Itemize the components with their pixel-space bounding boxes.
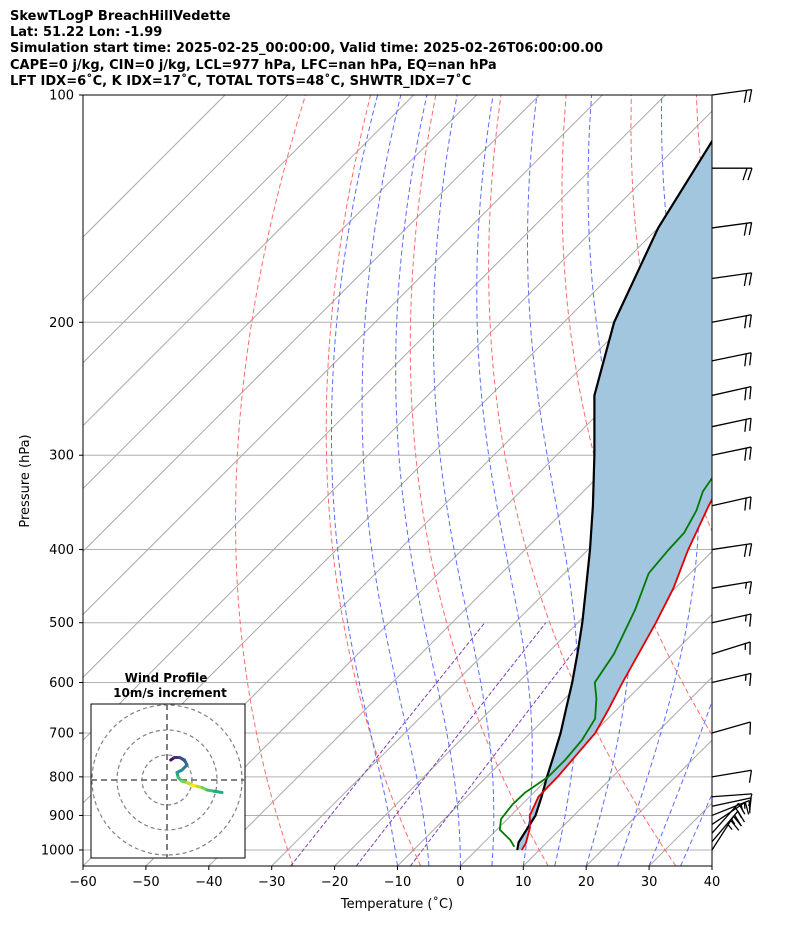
moist-adiabat <box>527 95 579 866</box>
parcel-profile-line <box>516 139 712 851</box>
isotherm <box>522 676 712 866</box>
x-tick-label: 30 <box>641 875 658 890</box>
dry-adiabat <box>488 95 677 866</box>
cape-line: CAPE=0 j/kg, CIN=0 j/kg, LCL=977 hPa, LF… <box>10 57 497 73</box>
mixing-ratio-line <box>290 622 486 866</box>
wind-barb <box>711 446 752 461</box>
location-line: Lat: 51.22 Lon: -1.99 <box>10 25 163 41</box>
y-tick-label: 500 <box>49 616 74 631</box>
wind-barb <box>711 801 750 825</box>
wind-barb <box>711 88 753 103</box>
y-tick-label: 300 <box>49 449 74 464</box>
chart-header: SkewTLogP BreachHillVedette Lat: 51.22 L… <box>10 9 603 90</box>
x-tick-label: −60 <box>69 875 96 890</box>
moist-adiabat <box>395 95 461 866</box>
wind-barb <box>711 793 753 807</box>
x-tick-label: 40 <box>704 875 721 890</box>
profile-curves <box>498 139 712 851</box>
isotherm <box>585 739 712 866</box>
mixing-ratio-line <box>409 622 597 866</box>
x-tick-label: 20 <box>578 875 595 890</box>
wind-barb <box>711 815 743 851</box>
hodograph-subtitle: 10m/s increment <box>113 686 227 700</box>
wind-barb <box>711 802 746 834</box>
dewpoint-line <box>498 476 712 848</box>
wind-barb <box>711 417 752 432</box>
x-axis-label: Temperature (˚C) <box>340 896 453 912</box>
shaded-area <box>517 141 712 850</box>
wind-barb <box>711 221 753 236</box>
y-tick-label: 100 <box>49 89 74 104</box>
moist-adiabat <box>711 864 712 866</box>
wind-barb <box>711 672 752 687</box>
wind-barb <box>711 721 752 735</box>
moist-adiabat <box>680 793 712 866</box>
wind-barb <box>712 167 753 181</box>
isotherm <box>83 95 666 679</box>
wind-barb <box>711 580 753 595</box>
isotherm <box>83 95 415 427</box>
cin-shading <box>517 141 712 850</box>
moist-adiabat <box>361 95 430 866</box>
y-axis-label: Pressure (hPa) <box>18 434 33 527</box>
x-tick-label: 10 <box>515 875 532 890</box>
y-tick-label: 400 <box>49 543 74 558</box>
y-tick-label: 700 <box>49 727 74 742</box>
dry-adiabat <box>325 95 422 866</box>
x-tick-label: −30 <box>258 875 285 890</box>
y-tick-label: 600 <box>49 676 74 691</box>
isotherm <box>83 95 540 553</box>
x-tick-label: −20 <box>321 875 348 890</box>
dry-adiabat <box>561 95 712 736</box>
wind-barb <box>711 385 752 401</box>
wind-barb <box>711 769 753 783</box>
isotherm <box>648 802 712 866</box>
isotherm <box>711 865 712 866</box>
moist-adiabat <box>648 699 712 866</box>
moist-adiabat <box>617 95 700 866</box>
moist-adiabat <box>331 95 398 866</box>
hodograph-title: Wind Profile <box>125 671 208 685</box>
time-line: Simulation start time: 2025-02-25_00:00:… <box>10 41 603 57</box>
isotherm <box>775 95 794 866</box>
chart-title: SkewTLogP BreachHillVedette <box>10 9 231 24</box>
wind-barb <box>711 272 753 287</box>
wind-barbs <box>711 88 753 851</box>
wind-barb <box>711 496 752 511</box>
isotherm <box>334 487 712 866</box>
wind-barb <box>711 542 753 557</box>
axes: −60 −50 −40 −30 −20 −10 0 10 20 30 40 100 200 300 400 5… <box>41 89 720 891</box>
isotherm <box>271 424 712 866</box>
wind-barb <box>711 613 752 627</box>
hodograph-inset: Wind Profile 10m/s increment <box>90 671 246 859</box>
index-line: LFT IDX=6˚C, K IDX=17˚C, TOTAL TOTS=48˚C… <box>10 73 472 89</box>
x-tick-label: −50 <box>132 875 159 890</box>
x-tick-label: −10 <box>384 875 411 890</box>
x-tick-label: 0 <box>456 875 464 890</box>
moist-adiabat <box>432 95 495 866</box>
wind-barb <box>711 314 752 329</box>
y-tick-label: 800 <box>49 770 74 785</box>
mixing-ratio-line <box>355 622 547 866</box>
dry-adiabat <box>762 95 794 866</box>
isotherm <box>83 110 712 741</box>
isotherm <box>83 95 603 616</box>
isotherm <box>83 173 712 804</box>
y-tick-label: 900 <box>49 809 74 824</box>
y-tick-label: 200 <box>49 316 74 331</box>
isotherm <box>460 613 712 866</box>
dry-adiabat <box>235 95 306 866</box>
hodograph-trace <box>213 789 224 794</box>
isotherm <box>83 95 477 490</box>
moist-adiabat <box>476 95 533 866</box>
wind-barb <box>711 641 751 655</box>
y-tick-label: 1000 <box>41 844 74 859</box>
x-tick-label: −40 <box>195 875 222 890</box>
dry-adiabat <box>409 95 549 866</box>
wind-barb <box>711 352 752 367</box>
temperature-line <box>520 497 712 851</box>
